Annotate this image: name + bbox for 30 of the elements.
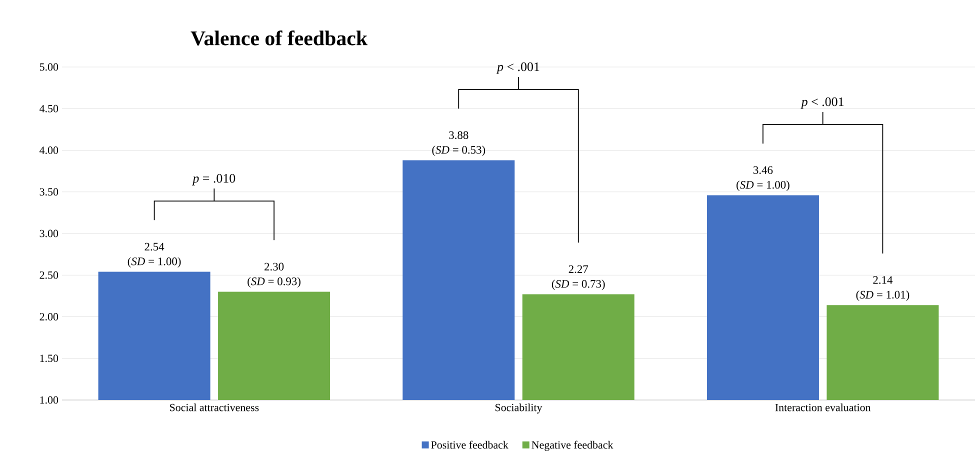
annotation: (SD = 1.00) [736,180,790,192]
annotation: p < .001 [496,62,540,74]
legend-label: Positive feedback [431,440,508,449]
y-tick-label: 2.00 [40,313,58,320]
data-label: 3.46 [753,166,773,174]
y-tick-label: 4.00 [40,146,58,154]
y-tick-label: 3.50 [40,188,58,196]
x-tick-label: Social attractiveness [170,404,259,412]
y-tick-label: 1.00 [40,396,58,404]
data-label: 2.14 [873,276,893,284]
y-tick-label: 5.00 [40,63,58,71]
data-label: 3.88 [449,131,468,140]
chart-title: Valence of feedback [190,30,368,46]
y-tick-label: 3.00 [40,230,58,238]
annotation: p = .010 [192,174,236,186]
y-tick-label: 4.50 [40,104,58,112]
y-tick-label: 1.50 [40,354,58,362]
x-tick-label: Sociability [495,404,542,414]
annotation: (SD = 0.73) [552,280,605,290]
annotation: p < .001 [800,97,844,109]
legend-label: Negative feedback [532,440,614,451]
annotation: (SD = 1.00) [128,257,181,268]
annotation: (SD = 1.01) [856,290,910,301]
data-label: 2.27 [568,265,588,274]
data-label: 2.30 [264,262,284,271]
annotation: (SD = 0.93) [248,277,300,288]
annotation: (SD = 0.53) [432,146,486,156]
data-label: 2.54 [144,242,164,251]
x-tick-label: Interaction evaluation [775,404,871,412]
y-tick-label: 2.50 [40,271,58,279]
